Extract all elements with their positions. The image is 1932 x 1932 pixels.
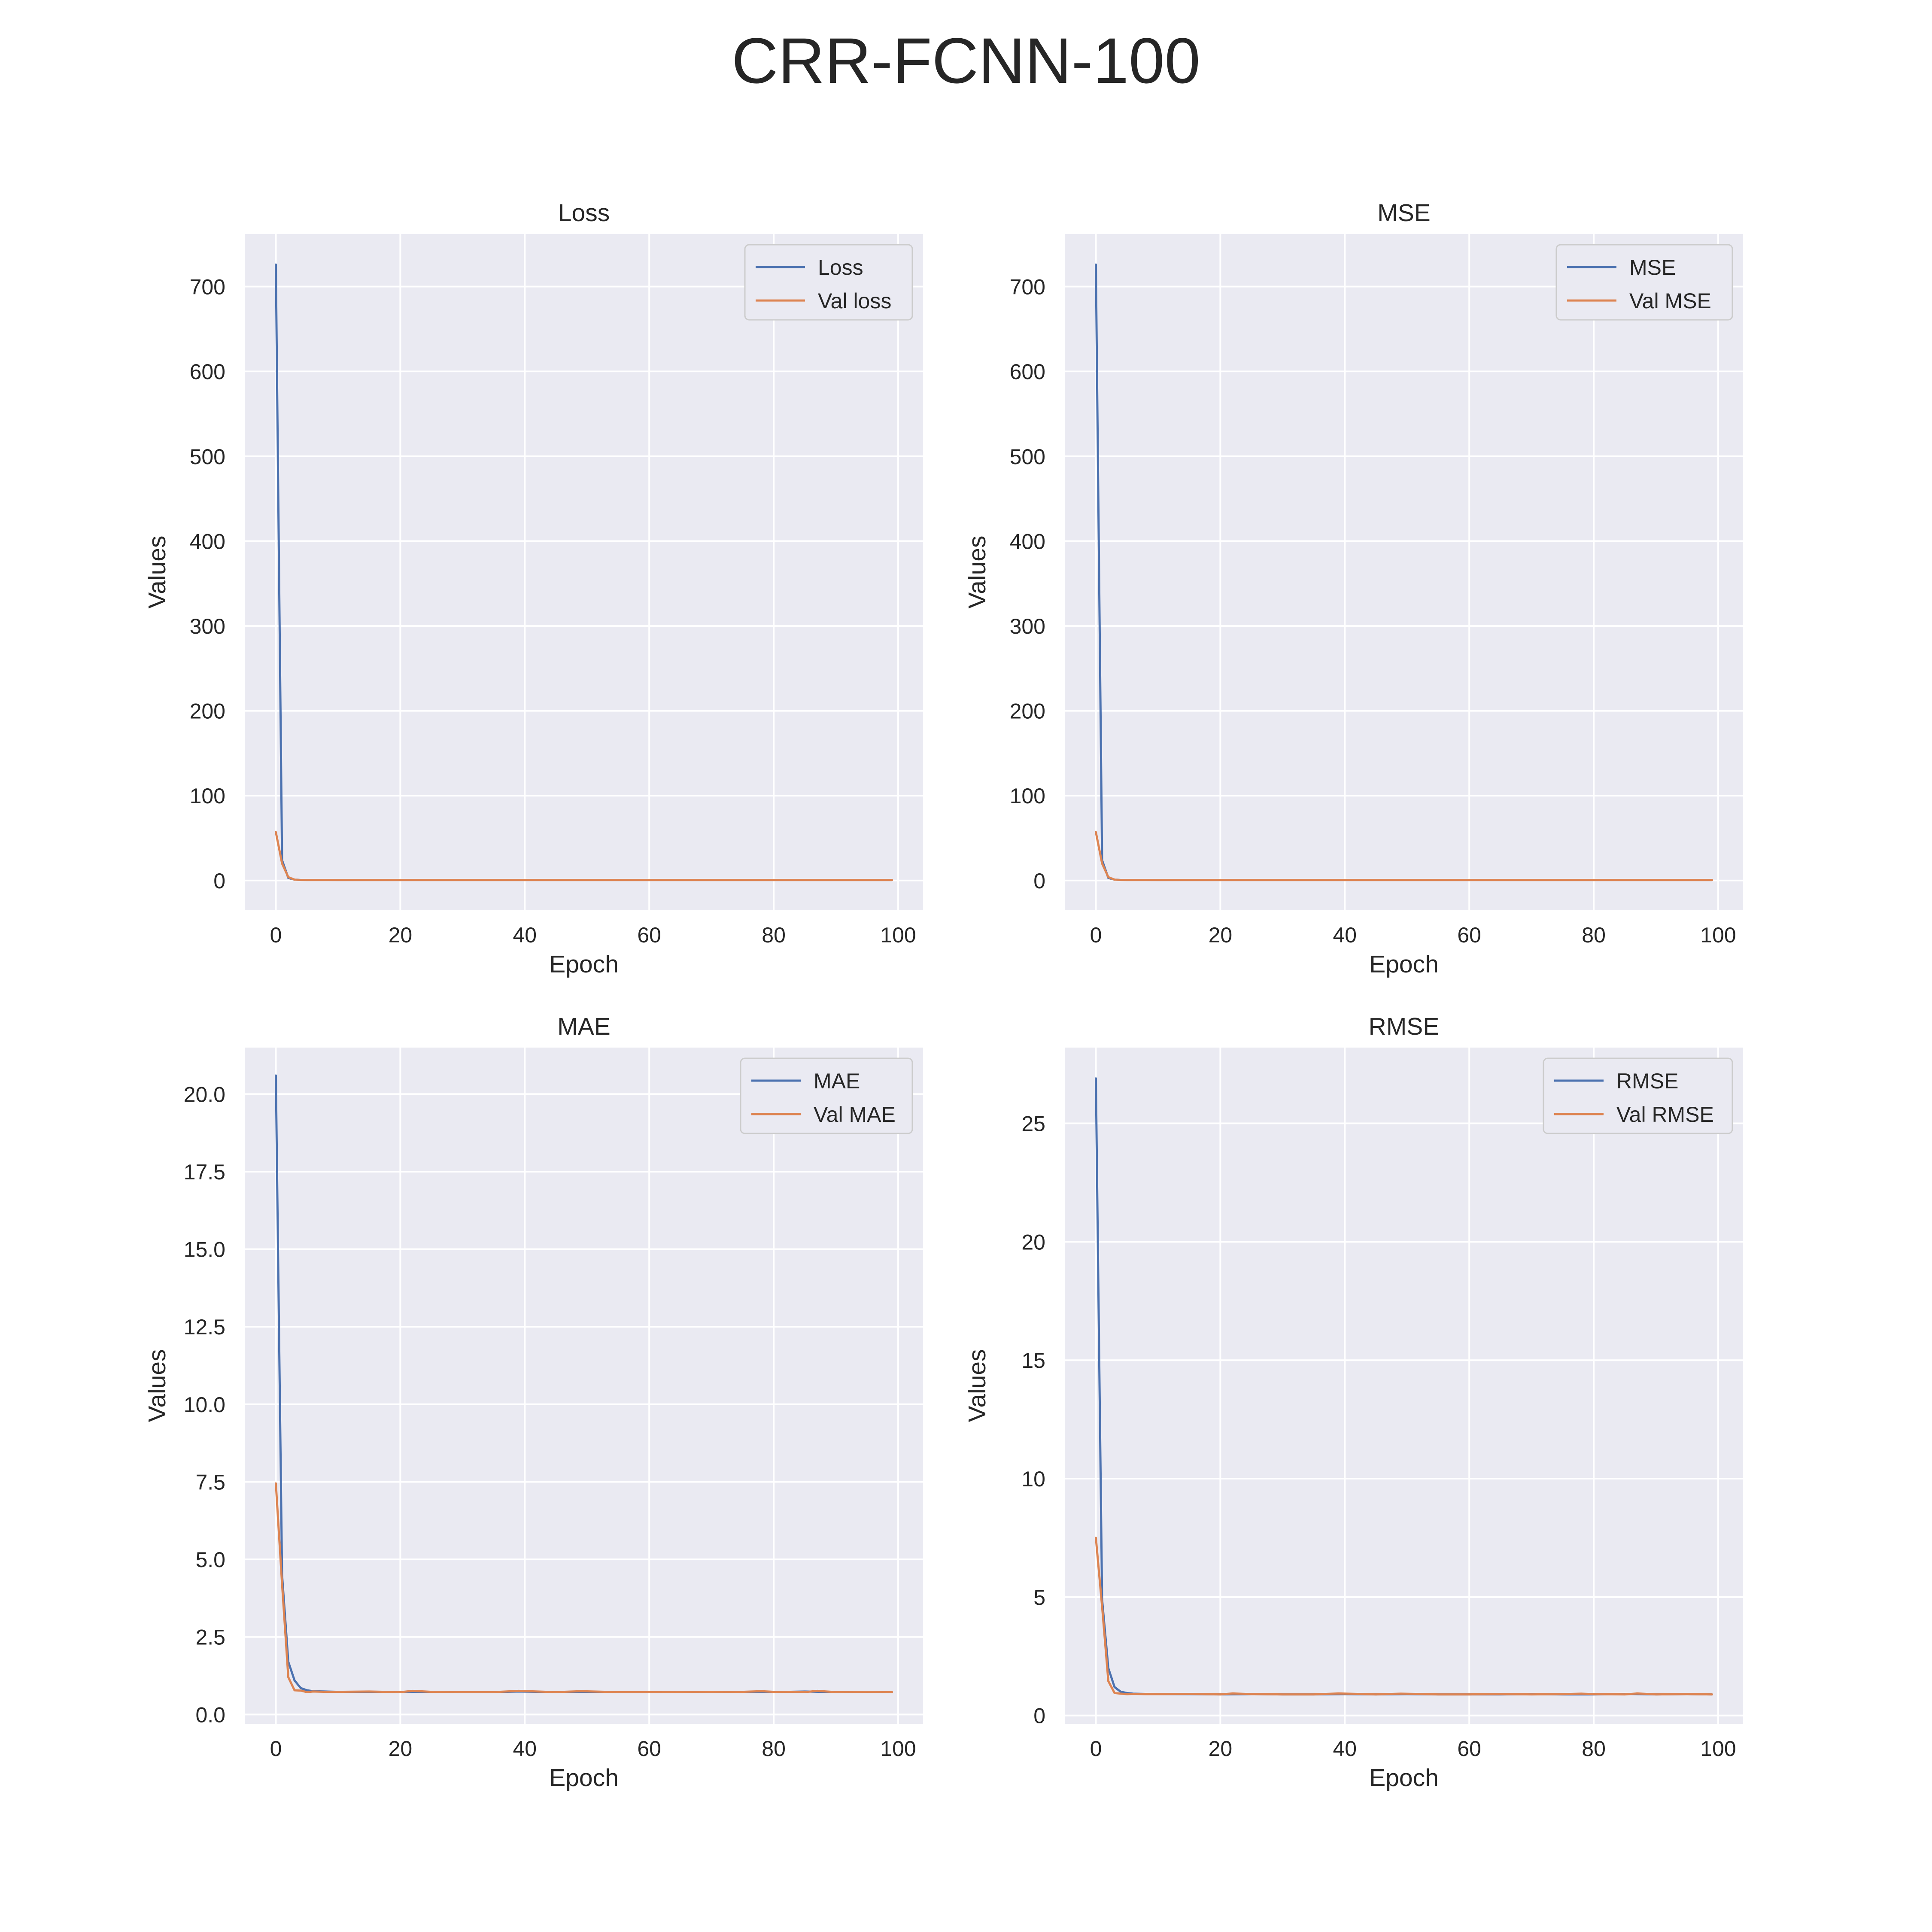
panel-title: Loss [558, 199, 610, 227]
x-tick-label: 0 [270, 1737, 282, 1761]
y-tick-label: 10.0 [184, 1393, 225, 1417]
legend: Loss Val loss [744, 244, 913, 321]
y-tick-label: 0.0 [195, 1703, 225, 1727]
x-tick-label: 40 [513, 1737, 537, 1761]
chart-panel-loss: 0 20 40 60 80 100 0 100 200 300 400 500 600 700 Loss Ep… [143, 199, 923, 978]
y-tick-label: 5 [1033, 1586, 1045, 1610]
y-tick-label: 5.0 [195, 1548, 225, 1572]
y-tick-label: 20.0 [184, 1082, 225, 1106]
panel-title: MAE [557, 1013, 611, 1040]
y-axis-label: Values [963, 1349, 991, 1422]
panel-title: RMSE [1369, 1013, 1440, 1040]
x-tick-label: 80 [762, 1737, 786, 1761]
x-tick-label: 60 [637, 923, 661, 947]
y-tick-label: 200 [190, 699, 225, 723]
y-tick-label: 10 [1021, 1467, 1045, 1491]
x-tick-label: 60 [1457, 923, 1481, 947]
y-axis-label: Values [143, 535, 171, 608]
y-tick-label: 15.0 [184, 1238, 225, 1262]
x-tick-label: 60 [1457, 1737, 1481, 1761]
series-line-val-mae [275, 1482, 893, 1693]
legend-label: MSE [1629, 255, 1676, 279]
axes-background [245, 1048, 923, 1724]
legend-label: Loss [818, 255, 863, 279]
y-tick-label: 15 [1021, 1349, 1045, 1373]
axes-background [1065, 234, 1743, 910]
x-tick-label: 20 [389, 1737, 413, 1761]
y-tick-label: 200 [1010, 699, 1045, 723]
legend-label: Val loss [818, 289, 891, 313]
y-tick-label: 300 [1010, 614, 1045, 638]
y-tick-label: 2.5 [195, 1625, 225, 1649]
y-tick-label: 20 [1021, 1230, 1045, 1254]
y-tick-label: 300 [190, 614, 225, 638]
y-tick-label: 500 [190, 445, 225, 469]
x-tick-label: 80 [1582, 1737, 1606, 1761]
x-axis-label: Epoch [549, 1764, 619, 1792]
x-axis-label: Epoch [549, 951, 619, 978]
x-tick-label: 40 [1333, 1737, 1357, 1761]
chart-panel-mse: 0 20 40 60 80 100 0 100 200 300 400 500 600 700 MSE Epo… [963, 199, 1743, 978]
legend-label: RMSE [1616, 1069, 1678, 1093]
legend: MAE Val MAE [740, 1057, 913, 1134]
y-tick-label: 0 [213, 869, 225, 893]
panel-title: MSE [1377, 199, 1431, 227]
x-tick-label: 100 [1700, 1737, 1736, 1761]
x-tick-label: 100 [880, 1737, 916, 1761]
axes-background [1065, 1048, 1743, 1724]
y-tick-label: 7.5 [195, 1470, 225, 1494]
x-tick-label: 40 [513, 923, 537, 947]
chart-panel-mae: 0 20 40 60 80 100 0.0 2.5 5.0 7.5 10.0 12.5 15.0 17.5… [143, 1013, 923, 1792]
x-tick-label: 80 [762, 923, 786, 947]
y-tick-label: 12.5 [184, 1315, 225, 1339]
legend-label: Val MAE [814, 1103, 896, 1127]
y-axis-label: Values [143, 1349, 171, 1422]
y-tick-label: 500 [1010, 445, 1045, 469]
chart-panel-rmse: 0 20 40 60 80 100 0 5 10 15 20 25 RMSE Epoch Values RMS… [963, 1013, 1743, 1792]
y-tick-label: 600 [190, 360, 225, 384]
y-tick-label: 0 [1033, 1704, 1045, 1728]
y-tick-label: 17.5 [184, 1160, 225, 1184]
legend-label: Val MSE [1629, 289, 1711, 313]
x-axis-label: Epoch [1369, 951, 1439, 978]
x-tick-label: 80 [1582, 923, 1606, 947]
y-tick-label: 100 [1010, 784, 1045, 808]
axes-background [245, 234, 923, 910]
legend: RMSE Val RMSE [1543, 1057, 1733, 1134]
figure-title: CRR-FCNN-100 [732, 24, 1200, 97]
x-tick-label: 0 [1090, 1737, 1102, 1761]
y-tick-label: 700 [190, 275, 225, 299]
legend: MSE Val MSE [1555, 244, 1733, 321]
x-axis-label: Epoch [1369, 1764, 1439, 1792]
x-tick-label: 60 [637, 1737, 661, 1761]
y-tick-label: 400 [1010, 529, 1045, 553]
y-tick-label: 700 [1010, 275, 1045, 299]
y-tick-label: 600 [1010, 360, 1045, 384]
x-tick-label: 40 [1333, 923, 1357, 947]
x-tick-label: 20 [1209, 1737, 1233, 1761]
x-tick-label: 100 [1700, 923, 1736, 947]
series-line-val-rmse [1095, 1537, 1713, 1696]
series-line-val-mse [1095, 831, 1713, 881]
x-tick-label: 20 [389, 923, 413, 947]
x-tick-label: 20 [1209, 923, 1233, 947]
y-tick-label: 25 [1021, 1112, 1045, 1136]
y-tick-label: 400 [190, 529, 225, 553]
legend-label: MAE [814, 1069, 860, 1093]
y-axis-label: Values [963, 535, 991, 608]
y-tick-label: 0 [1033, 869, 1045, 893]
y-tick-label: 100 [190, 784, 225, 808]
x-tick-label: 0 [1090, 923, 1102, 947]
x-tick-label: 100 [880, 923, 916, 947]
x-tick-label: 0 [270, 923, 282, 947]
series-line-val-loss [275, 831, 893, 881]
legend-label: Val RMSE [1616, 1103, 1714, 1127]
